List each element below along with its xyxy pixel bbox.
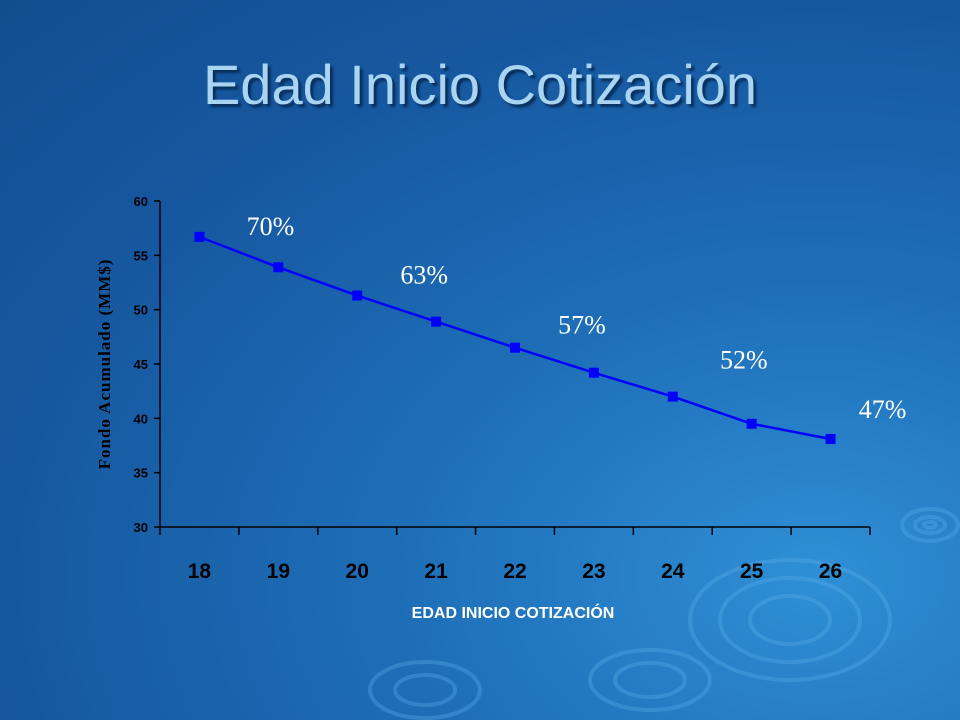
- y-tick-label: 60: [134, 194, 148, 209]
- x-tick-label: 26: [819, 560, 842, 583]
- x-tick-label: 21: [424, 560, 448, 583]
- annotation-label: 70%: [247, 212, 295, 241]
- data-point-marker: [194, 231, 205, 242]
- data-point-marker: [588, 367, 599, 378]
- x-tick-label: 24: [661, 560, 685, 583]
- y-axis-label: Fondo Acumulado (MM$): [95, 259, 114, 470]
- x-tick-label: 19: [267, 560, 290, 583]
- y-tick-label: 45: [134, 357, 148, 372]
- chart-annotations: 70% 63% 57% 52% 47%: [247, 212, 907, 424]
- y-tick-label: 55: [134, 248, 148, 263]
- data-point-marker: [746, 418, 757, 429]
- x-tick-label: 22: [503, 560, 526, 583]
- annotation-label: 57%: [558, 311, 606, 340]
- series-line: [198, 235, 831, 441]
- data-point-marker: [273, 262, 284, 273]
- chart-series: [194, 231, 836, 444]
- x-tick-label: 18: [188, 560, 212, 583]
- annotation-label: 52%: [720, 346, 768, 375]
- x-axis-ticks: 18 19 20 21 22 23 24 25 26: [159, 527, 871, 583]
- y-tick-label: 35: [134, 466, 148, 481]
- data-point-marker: [431, 316, 442, 327]
- x-tick-label: 23: [582, 560, 605, 583]
- annotation-label: 63%: [400, 261, 448, 290]
- x-tick-label: 20: [346, 560, 369, 583]
- x-tick-label: 25: [740, 560, 764, 583]
- y-axis-ticks: 30 35 40 45 50 55 60: [134, 194, 160, 535]
- y-tick-label: 30: [134, 520, 148, 535]
- x-axis-label: EDAD INICIO COTIZACIÓN: [412, 603, 615, 622]
- data-point-marker: [825, 433, 836, 444]
- y-tick-label: 40: [134, 411, 148, 426]
- data-point-marker: [667, 391, 678, 402]
- slide-title: Edad Inicio Cotización: [202, 53, 758, 116]
- data-point-marker: [352, 290, 363, 301]
- data-point-marker: [510, 342, 520, 353]
- y-tick-label: 50: [134, 303, 148, 318]
- annotation-label: 47%: [859, 395, 907, 424]
